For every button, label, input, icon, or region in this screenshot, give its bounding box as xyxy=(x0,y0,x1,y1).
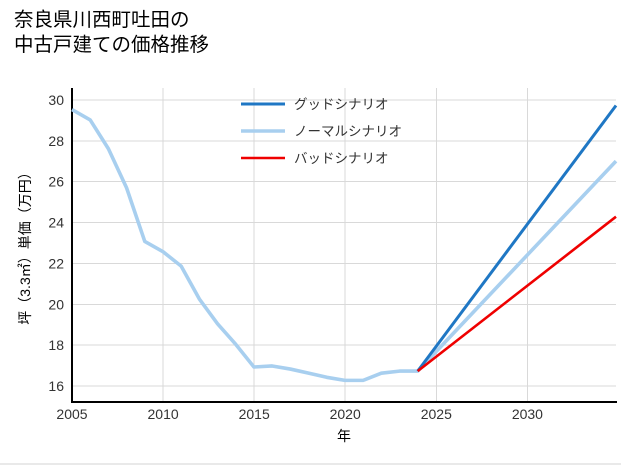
y-tick-label: 24 xyxy=(48,215,64,231)
x-tick-label: 2030 xyxy=(512,406,543,422)
y-tick-labels: 16 18 20 22 24 26 28 30 xyxy=(48,92,64,394)
x-axis-label: 年 xyxy=(337,428,351,444)
series-line-normal xyxy=(71,108,618,383)
y-tick-label: 16 xyxy=(48,378,64,394)
x-gridlines xyxy=(162,88,528,402)
y-tick-label: 20 xyxy=(48,296,64,312)
series-group xyxy=(71,104,618,383)
legend-label-normal: ノーマルシナリオ xyxy=(294,124,402,139)
legend-label-good: グッドシナリオ xyxy=(294,97,389,112)
chart-title: 奈良県川西町吐田の 中古戸建ての価格推移 xyxy=(14,9,210,56)
y-tick-label: 30 xyxy=(48,92,64,108)
x-tick-label: 2010 xyxy=(148,406,179,422)
y-axis-label: 坪（3.3㎡）単価（万円） xyxy=(17,165,33,324)
series-line-good xyxy=(416,104,618,373)
y-tick-label: 22 xyxy=(48,255,64,271)
window-bottom-divider xyxy=(0,463,621,465)
series-line-bad xyxy=(416,215,617,373)
x-tick-labels: 2005 2010 2015 2020 2025 2030 xyxy=(56,406,543,422)
chart-legend: グッドシナリオ ノーマルシナリオ バッドシナリオ xyxy=(241,97,402,166)
y-tick-label: 18 xyxy=(48,337,64,353)
y-tick-label: 26 xyxy=(48,174,64,190)
x-tick-label: 2015 xyxy=(239,406,270,422)
y-gridlines xyxy=(72,99,616,387)
y-tick-label: 28 xyxy=(48,133,64,149)
x-tick-label: 2025 xyxy=(421,406,452,422)
x-tick-label: 2005 xyxy=(56,406,87,422)
legend-label-bad: バッドシナリオ xyxy=(294,151,389,166)
x-tick-label: 2020 xyxy=(330,406,361,422)
